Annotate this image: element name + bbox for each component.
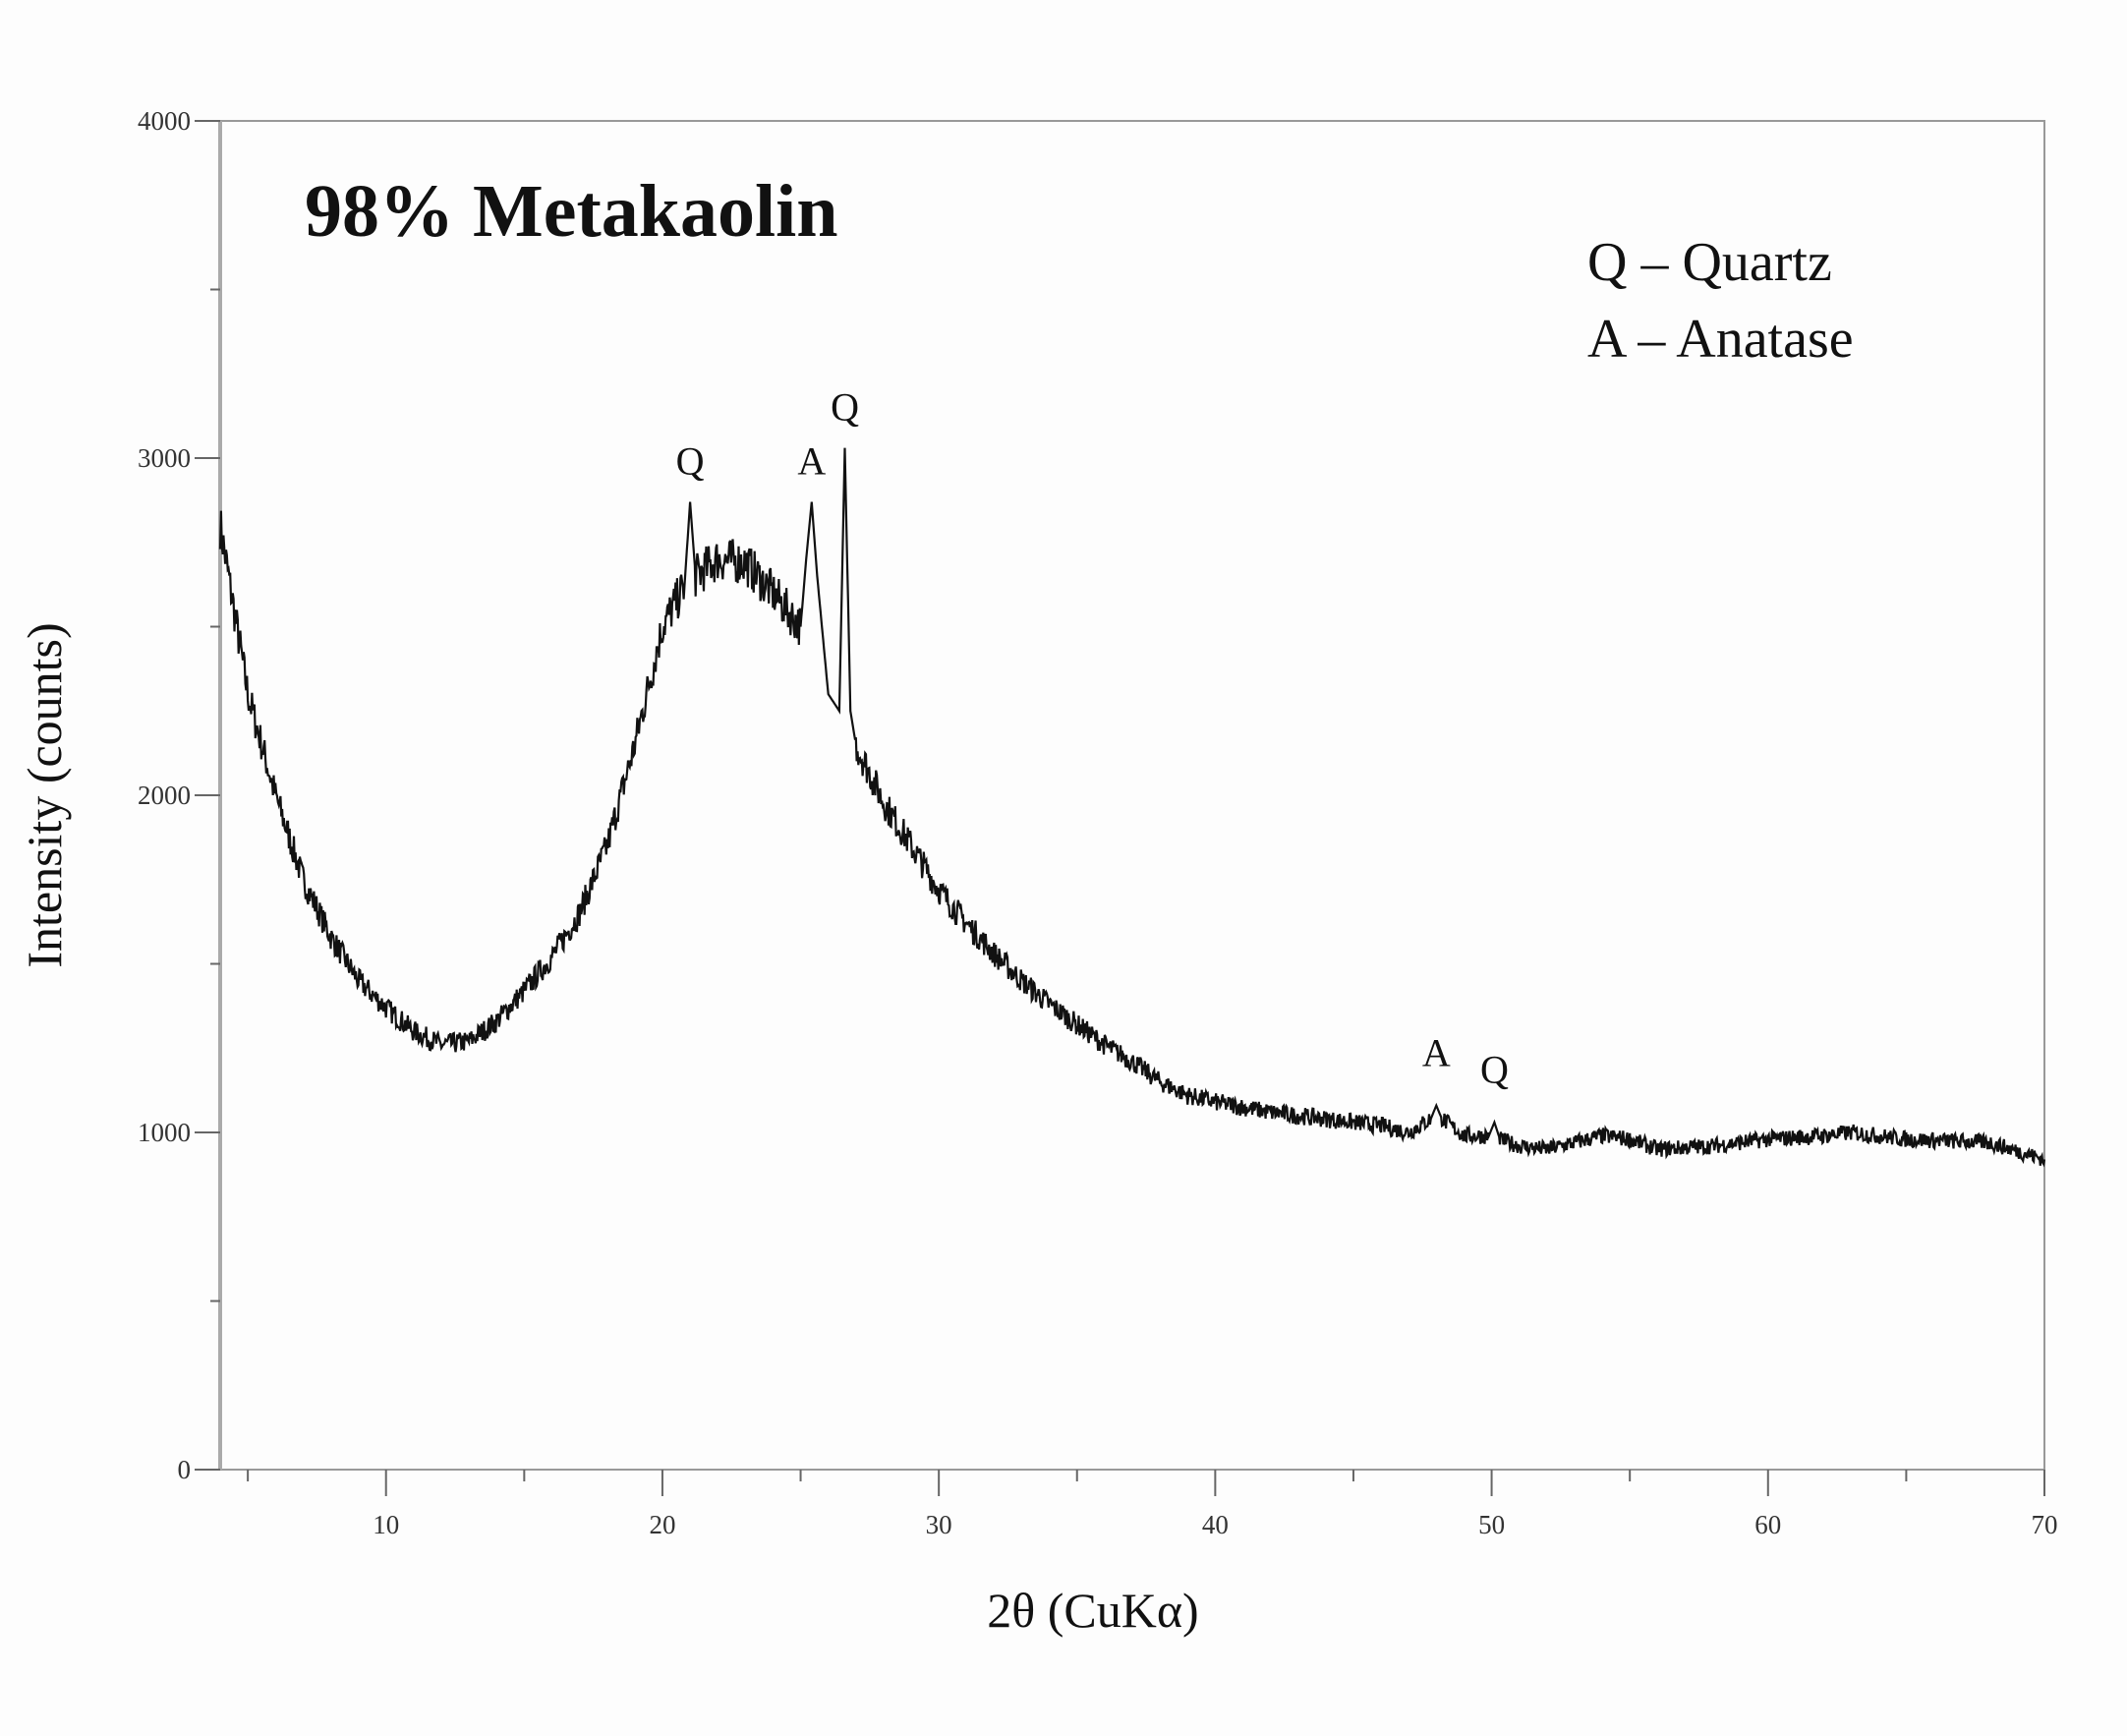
legend-entry-anatase: A – Anatase xyxy=(1587,309,1854,370)
y-tick-label: 1000 xyxy=(138,1118,191,1147)
peak-label: A xyxy=(1422,1031,1451,1075)
x-axis-label: 2θ (CuKα) xyxy=(987,1583,1198,1638)
peak-label: Q xyxy=(1480,1048,1509,1092)
x-tick-label: 20 xyxy=(649,1510,675,1539)
peak-label: Q xyxy=(676,439,705,484)
peak-annotations: Q AQA Q xyxy=(676,385,1509,1092)
x-tick-label: 10 xyxy=(373,1510,399,1539)
chart-title: 98% Metakaolin xyxy=(305,170,838,253)
y-tick-label: 0 xyxy=(178,1455,192,1484)
legend-entry-quartz: Q – Quartz xyxy=(1587,232,1832,293)
x-tick-label: 30 xyxy=(926,1510,952,1539)
x-tick-label: 70 xyxy=(2032,1510,2058,1539)
y-tick-label: 4000 xyxy=(138,106,191,136)
x-tick-label: 40 xyxy=(1202,1510,1229,1539)
series-line xyxy=(218,447,2046,1168)
y-axis-label: Intensity (counts) xyxy=(17,622,72,967)
x-tick-label: 50 xyxy=(1478,1510,1505,1539)
peak-label: Q xyxy=(831,385,859,430)
y-tick-label: 3000 xyxy=(138,443,191,473)
x-tick-label: 60 xyxy=(1754,1510,1781,1539)
y-tick-label: 2000 xyxy=(138,781,191,810)
peak-label: A xyxy=(797,439,826,484)
axes: 0 1000 2000 3000 4000 10 20 30 40 50 60 70 xyxy=(138,106,2058,1539)
